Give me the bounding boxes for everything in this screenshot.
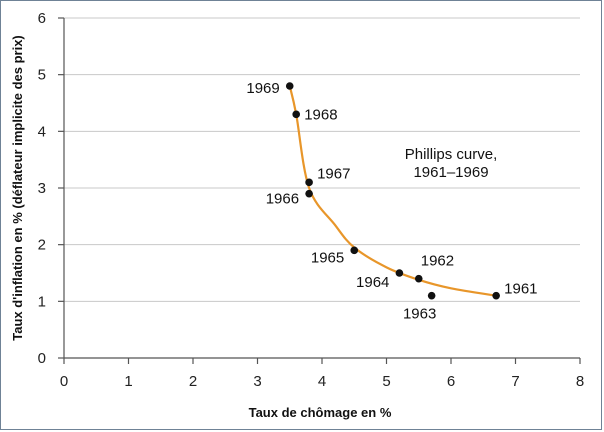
point-label-1964: 1964 <box>356 274 389 291</box>
x-tick-label-6: 6 <box>447 373 455 390</box>
point-label-1967: 1967 <box>317 165 350 182</box>
x-tick-label-1: 1 <box>124 373 132 390</box>
x-tick-label-2: 2 <box>189 373 197 390</box>
point-label-1966: 1966 <box>266 191 299 208</box>
x-tick-label-8: 8 <box>576 373 584 390</box>
point-label-1965: 1965 <box>311 249 344 266</box>
data-points <box>285 82 500 300</box>
point-label-1968: 1968 <box>304 106 337 123</box>
y-tick-label-3: 3 <box>38 180 46 197</box>
grid-lines <box>64 17 580 302</box>
point-label-1963: 1963 <box>403 306 436 323</box>
x-tick-label-5: 5 <box>382 373 390 390</box>
data-point-1967 <box>305 178 313 187</box>
data-point-1965 <box>350 246 359 255</box>
data-point-1968 <box>292 110 301 119</box>
data-point-1969 <box>285 82 294 90</box>
point-labels: 1961 1962 1963 1964 1965 1966 1967 1968 1969 <box>246 80 537 323</box>
data-point-1964 <box>395 269 404 277</box>
data-point-1966 <box>305 189 313 198</box>
x-axis-title: Taux de chômage en % <box>249 405 392 420</box>
x-tick-label-3: 3 <box>253 373 261 390</box>
data-point-1963 <box>427 291 436 300</box>
data-point-1961 <box>492 291 500 300</box>
point-label-1961: 1961 <box>504 281 537 298</box>
x-tick-labels: 0 1 2 3 4 5 6 7 8 <box>60 358 584 390</box>
annotation-line-2: 1961–1969 <box>413 164 488 181</box>
annotation-line-1: Phillips curve, <box>405 146 498 163</box>
y-tick-label-5: 5 <box>38 67 46 84</box>
x-tick-label-7: 7 <box>511 373 519 390</box>
x-tick-label-4: 4 <box>318 373 326 390</box>
y-axis-title: Taux d'inflation en % (déflateur implici… <box>10 35 25 341</box>
y-tick-label-2: 2 <box>38 237 46 254</box>
x-tick-label-0: 0 <box>60 373 68 390</box>
point-label-1962: 1962 <box>421 253 454 270</box>
point-label-1969: 1969 <box>246 80 279 97</box>
y-tick-labels: 0 1 2 3 4 5 6 <box>38 10 64 367</box>
y-tick-label-4: 4 <box>38 123 46 140</box>
y-tick-label-1: 1 <box>38 293 46 310</box>
data-point-1962 <box>414 274 423 283</box>
y-tick-label-0: 0 <box>38 350 46 367</box>
y-tick-label-6: 6 <box>38 10 46 27</box>
